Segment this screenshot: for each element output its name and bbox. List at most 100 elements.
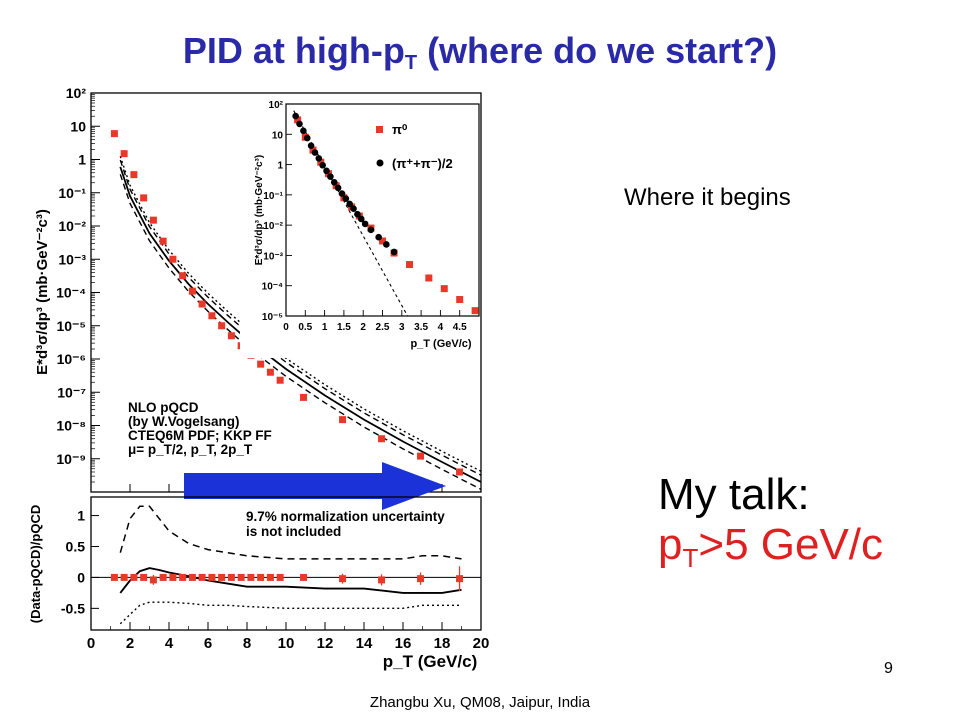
main-ytick-label: 10	[70, 118, 86, 134]
inset-charged-point	[383, 241, 390, 248]
inset-xtick-label: 1.5	[337, 322, 351, 333]
inset-charged-point	[311, 149, 319, 156]
ratio-ylabel: (Data-pQCD)/pQCD	[28, 505, 43, 623]
main-data-point	[417, 452, 425, 460]
ratio-ytick-label: 1	[77, 508, 85, 524]
ratio-xtick-label: 0	[87, 635, 95, 652]
main-data-point	[149, 216, 157, 224]
inset-charged-point	[338, 190, 346, 197]
ratio-data-point	[257, 573, 265, 581]
ratio-data-point	[218, 573, 226, 581]
ratio-data-point	[130, 573, 138, 581]
ratio-xlabel: p_T (GeV/c)	[383, 652, 477, 671]
inset-charged-point	[300, 127, 307, 135]
ratio-data-point	[159, 573, 167, 581]
inset-charged-point	[315, 155, 323, 162]
ratio-data-point	[378, 576, 386, 584]
legend-pi0-marker	[376, 126, 383, 133]
ratio-data-point	[188, 573, 196, 581]
inset-ytick-label: 10⁻³	[263, 251, 283, 262]
main-data-point	[257, 360, 265, 368]
main-data-point	[300, 393, 308, 401]
main-ytick-label: 1	[78, 152, 86, 168]
inset-charged-point	[327, 173, 334, 180]
main-ytick-label: 10⁻⁵	[56, 318, 86, 334]
main-data-point	[339, 416, 347, 424]
ratio-xtick-label: 14	[356, 635, 373, 652]
ratio-data-point	[276, 573, 284, 581]
ratio-xtick-label: 6	[204, 635, 212, 652]
inset-charged-point	[303, 134, 311, 142]
inset-charged-point	[357, 215, 365, 223]
main-data-point	[198, 300, 206, 308]
inset-pi0-point	[456, 296, 464, 304]
nlo-upper-curve	[119, 159, 481, 476]
ratio-data-point	[417, 575, 425, 583]
main-data-point	[188, 287, 196, 295]
inset-ytick-label: 1	[277, 161, 283, 172]
inset-pi0-point	[317, 158, 325, 166]
main-ytick-label: 10⁻⁸	[56, 418, 86, 434]
inset-xtick-label: 1	[322, 322, 328, 333]
ratio-data-point	[179, 573, 187, 581]
ratio-data-point	[120, 573, 128, 581]
main-data-point	[218, 322, 226, 330]
inset-charged-point	[292, 112, 299, 120]
talk-line-2: pT>5 GeV/c	[658, 520, 884, 573]
ratio-data-point	[208, 573, 216, 581]
ratio-solid-curve	[119, 567, 462, 594]
main-ytick-label: 10⁻⁷	[57, 384, 86, 400]
main-data-point	[378, 435, 386, 443]
ratio-data-point	[266, 573, 274, 581]
ratio-xtick-label: 16	[395, 635, 412, 652]
main-ytick-label: 10⁻¹	[58, 185, 86, 201]
inset-pi0-point	[440, 285, 448, 293]
main-ytick-label: 10⁻⁴	[56, 285, 86, 301]
inset-charged-point	[346, 200, 353, 208]
inset-pi0-point	[471, 307, 479, 315]
ratio-xtick-label: 18	[434, 635, 451, 652]
inset-charged-point	[323, 167, 330, 175]
ratio-annotation-line: is not included	[246, 524, 341, 539]
inset-charged-point	[307, 142, 315, 149]
ratio-annotation-line: 9.7% normalization uncertainty	[246, 509, 445, 524]
inset-pi0-point	[379, 237, 386, 245]
ratio-data-point	[300, 573, 308, 581]
ratio-data-point	[237, 573, 245, 581]
ratio-data-point	[140, 573, 148, 581]
inset-charged-point	[350, 205, 357, 212]
talk-line-1: My talk:	[658, 470, 810, 519]
main-data-point	[179, 272, 187, 280]
inset-xtick-label: 0.5	[298, 322, 312, 333]
legend-charged-marker	[376, 159, 384, 167]
main-data-point	[130, 171, 138, 179]
ratio-data-point	[169, 573, 177, 581]
ratio-data-point	[110, 573, 118, 581]
ratio-xtick-label: 4	[165, 635, 174, 652]
main-ylabel: E*d³σ/dp³ (mb·GeV⁻²c³)	[34, 209, 51, 375]
main-annotation-line: CTEQ6M PDF; KKP FF	[128, 428, 272, 443]
main-data-point	[208, 312, 216, 320]
inset-charged-point	[296, 120, 303, 128]
ratio-dotted-curve	[119, 601, 462, 625]
ratio-data-point	[227, 573, 235, 581]
ratio-ytick-label: -0.5	[61, 600, 85, 616]
inset-charged-point	[342, 195, 350, 202]
footer-text: Zhangbu Xu, QM08, Jaipur, India	[369, 694, 591, 711]
ratio-xtick-label: 2	[126, 635, 134, 652]
inset-ytick-label: 10⁻⁴	[262, 282, 283, 293]
inset-xtick-label: 4	[438, 322, 444, 333]
main-data-point	[227, 332, 235, 340]
legend-pi0-label: π⁰	[392, 122, 408, 137]
main-data-point	[266, 368, 274, 376]
ratio-xtick-label: 12	[317, 635, 334, 652]
main-annotation-line: NLO pQCD	[128, 400, 199, 415]
inset-ytick-label: 10⁻¹	[263, 191, 283, 202]
ratio-ytick-label: 0.5	[66, 538, 86, 554]
main-ytick-label: 10⁻²	[58, 218, 86, 234]
inset-xtick-label: 2	[360, 322, 366, 333]
main-data-point	[110, 130, 118, 138]
page-number: 9	[884, 660, 893, 677]
ratio-xtick-label: 8	[243, 635, 251, 652]
main-data-point	[159, 237, 167, 245]
